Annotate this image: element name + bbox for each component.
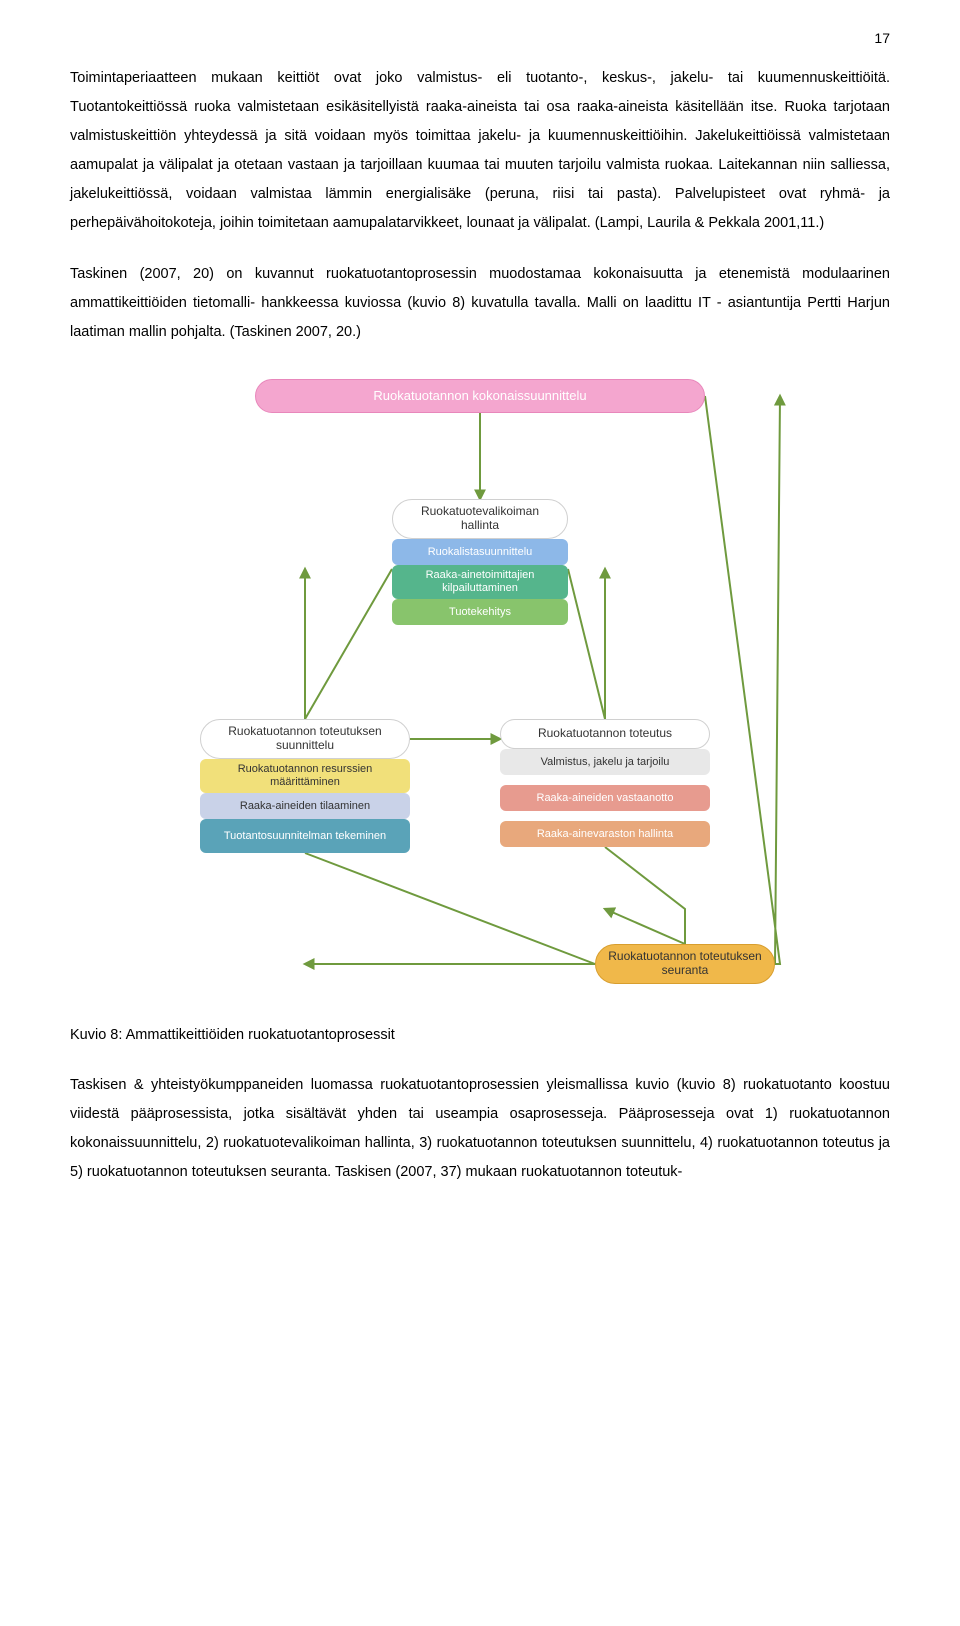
figure-caption: Kuvio 8: Ammattikeittiöiden ruokatuotant… — [70, 1027, 890, 1043]
flowchart-diagram: Ruokatuotannon kokonaissuunnittelu Ruokat… — [140, 369, 820, 1009]
flowchart-node: Ruokalistasuunnittelu — [392, 539, 568, 565]
flowchart-node: Raaka-aineiden tilaaminen — [200, 793, 410, 819]
flowchart-edge — [705, 396, 780, 964]
flowchart-edge — [305, 853, 595, 964]
flowchart-node: Tuotekehitys — [392, 599, 568, 625]
flowchart-node: Raaka-aineiden vastaanotto — [500, 785, 710, 811]
flowchart-node: Ruokatuotannon toteutus — [500, 719, 710, 749]
flowchart-node: Ruokatuotannon kokonaissuunnittelu — [255, 379, 705, 413]
flowchart-edge — [568, 569, 605, 719]
flowchart-node: Raaka-ainevaraston hallinta — [500, 821, 710, 847]
body-paragraph: Taskisen & yhteistyökumppaneiden luomass… — [70, 1071, 890, 1187]
flowchart-node: Ruokatuotannon toteutuksen suunnittelu — [200, 719, 410, 759]
body-paragraph: Taskinen (2007, 20) on kuvannut ruokatuo… — [70, 260, 890, 347]
flowchart-node: Valmistus, jakelu ja tarjoilu — [500, 749, 710, 775]
body-paragraph: Toimintaperiaatteen mukaan keittiöt ovat… — [70, 64, 890, 238]
flowchart-node: Ruokatuotannon resurssien määrittäminen — [200, 759, 410, 793]
flowchart-node: Tuotantosuunnitelman tekeminen — [200, 819, 410, 853]
flowchart-node: Raaka-ainetoimittajien kilpailuttaminen — [392, 565, 568, 599]
page-number: 17 — [70, 30, 890, 46]
flowchart-edge — [605, 847, 685, 944]
flowchart-node: Ruokatuotevalikoiman hallinta — [392, 499, 568, 539]
flowchart-node: Ruokatuotannon toteutuksen seuranta — [595, 944, 775, 984]
flowchart-edge — [305, 569, 392, 719]
